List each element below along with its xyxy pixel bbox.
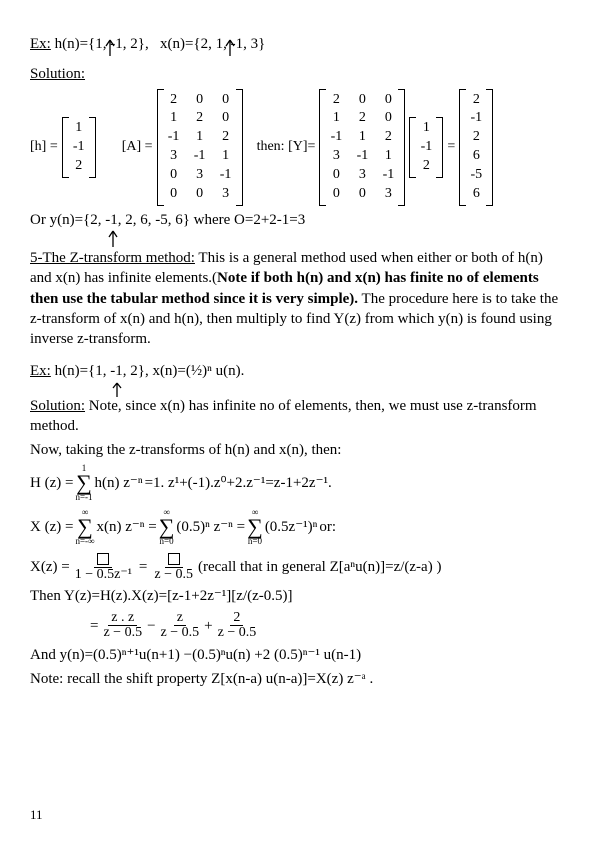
note-shift: Note: recall the shift property Z[x(n-a)… [30, 669, 565, 689]
now-taking: Now, taking the z-transforms of h(n) and… [30, 440, 565, 460]
h-matrix: 1-12 [62, 117, 96, 178]
Yz-frac-line: = z . zz − 0.5 − zz − 0.5 + 2z − 0.5 [90, 611, 565, 641]
A-matrix: 200120-1123-1103-1003 [157, 89, 243, 206]
Hz-equation: H (z) = 1 ∑ n=-1 h(n) z⁻ⁿ =1. z¹+(-1).z⁰… [30, 464, 565, 502]
fraction: 1 − 0.5z⁻¹ [72, 552, 135, 582]
solution2: Solution: Note, since x(n) has infinite … [30, 396, 565, 437]
A-label: [A] = [122, 138, 153, 157]
solution-label: Solution: [30, 64, 565, 84]
arrow-up-icon [105, 38, 115, 56]
ex-label: Ex: [30, 363, 51, 379]
eq: = [447, 138, 455, 157]
then-Yz: Then Y(z)=H(z).X(z)=[z-1+2z⁻¹][z/(z-0.5)… [30, 586, 565, 606]
ex1-h: h(n)={1, -1, 2}, [55, 36, 149, 52]
ex2-line: Ex: h(n)={1, -1, 2}, x(n)=(½)ⁿ u(n). [30, 361, 565, 381]
and-yn: And y(n)=(0.5)ⁿ⁺¹u(n+1) −(0.5)ⁿu(n) +2 (… [30, 645, 565, 665]
Y-calc-matrix: 200120-1123-1103-1003 [319, 89, 405, 206]
sigma-icon: ∞∑n=0 [159, 508, 175, 546]
fraction: z − 0.5 [151, 552, 196, 582]
fraction: zz − 0.5 [158, 611, 203, 641]
Y-result-matrix: 2-126-56 [459, 89, 493, 206]
page-number: 11 [30, 806, 43, 824]
z-heading: 5-The Z-transform method: [30, 250, 195, 266]
fraction: z . zz − 0.5 [100, 611, 145, 641]
then-label: then: [Y]= [257, 138, 316, 157]
Xz-frac-equation: X(z) = 1 − 0.5z⁻¹ = z − 0.5 (recall that… [30, 552, 565, 582]
sigma-icon: 1 ∑ n=-1 [75, 464, 92, 502]
arrow-up-icon [225, 38, 235, 56]
arrow-up-icon [108, 229, 118, 247]
h-label: [h] = [30, 138, 58, 157]
ex1-x: x(n)={2, 1, -1, 3} [160, 36, 265, 52]
Xz-equation: X (z) = ∞∑n=-∞ x(n) z⁻ⁿ = ∞∑n=0 (0.5)ⁿ z… [30, 508, 565, 546]
Y-vec-matrix: 1-12 [409, 117, 443, 178]
sigma-icon: ∞∑n=0 [247, 508, 263, 546]
z-transform-paragraph: 5-The Z-transform method: This is a gene… [30, 248, 565, 349]
ex-label: Ex: [30, 36, 51, 52]
matrix-equation: [h] = 1-12 [A] = 200120-1123-1103-1003 t… [30, 89, 565, 206]
sigma-icon: ∞∑n=-∞ [75, 508, 94, 546]
or-line: Or y(n)={2, -1, 2, 6, -5, 6} where O=2+2… [30, 210, 565, 230]
arrow-up-icon [112, 381, 122, 397]
box-icon [97, 553, 109, 565]
box-icon [168, 553, 180, 565]
fraction: 2z − 0.5 [215, 611, 260, 641]
